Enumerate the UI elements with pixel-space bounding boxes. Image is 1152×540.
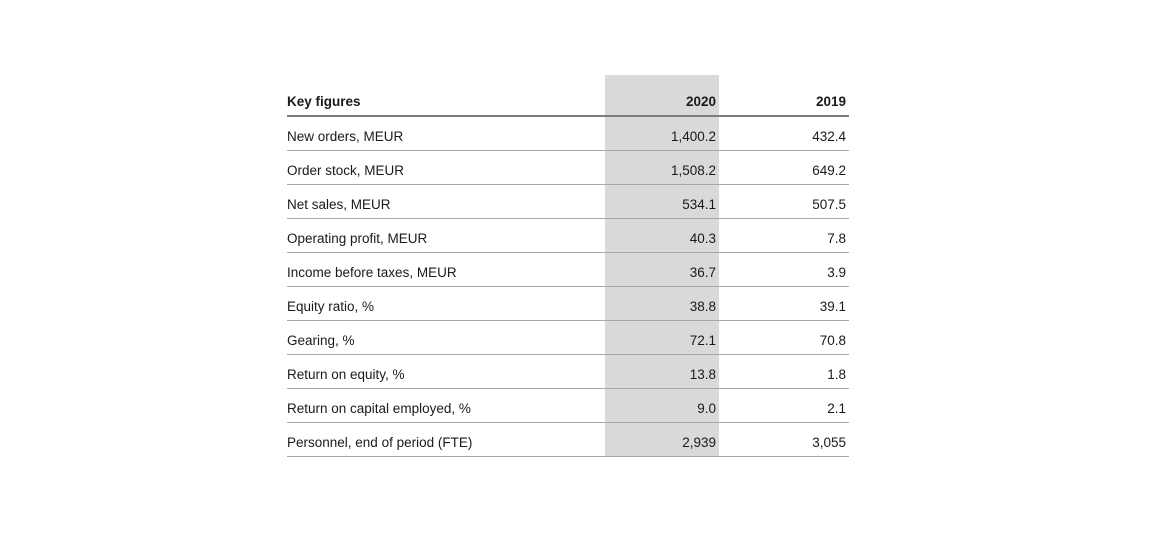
table-row: Order stock, MEUR 1,508.2 649.2	[287, 150, 849, 185]
table-row: Personnel, end of period (FTE) 2,939 3,0…	[287, 422, 849, 457]
value-2019: 7.8	[719, 218, 849, 253]
value-2020: 36.7	[605, 252, 719, 287]
table-row: Equity ratio, % 38.8 39.1	[287, 286, 849, 321]
row-label: Gearing, %	[287, 320, 605, 355]
table-row: Gearing, % 72.1 70.8	[287, 320, 849, 355]
row-label: Income before taxes, MEUR	[287, 252, 605, 287]
table-row: New orders, MEUR 1,400.2 432.4	[287, 116, 849, 151]
value-2020: 13.8	[605, 354, 719, 389]
value-2020: 72.1	[605, 320, 719, 355]
value-2019: 432.4	[719, 116, 849, 151]
value-2019: 39.1	[719, 286, 849, 321]
row-label: Order stock, MEUR	[287, 150, 605, 185]
column-header-2019: 2019	[719, 75, 849, 117]
table-row: Net sales, MEUR 534.1 507.5	[287, 184, 849, 219]
row-label: Return on equity, %	[287, 354, 605, 389]
value-2019: 649.2	[719, 150, 849, 185]
value-2020: 2,939	[605, 422, 719, 457]
value-2019: 507.5	[719, 184, 849, 219]
value-2020: 534.1	[605, 184, 719, 219]
column-header-2020: 2020	[605, 75, 719, 117]
table-row: Return on capital employed, % 9.0 2.1	[287, 388, 849, 423]
value-2019: 3,055	[719, 422, 849, 457]
row-label: Net sales, MEUR	[287, 184, 605, 219]
row-label: Personnel, end of period (FTE)	[287, 422, 605, 457]
value-2019: 3.9	[719, 252, 849, 287]
row-label: Operating profit, MEUR	[287, 218, 605, 253]
value-2020: 1,400.2	[605, 116, 719, 151]
table-row: Income before taxes, MEUR 36.7 3.9	[287, 252, 849, 287]
value-2020: 1,508.2	[605, 150, 719, 185]
row-label: Return on capital employed, %	[287, 388, 605, 423]
value-2019: 70.8	[719, 320, 849, 355]
table-row: Return on equity, % 13.8 1.8	[287, 354, 849, 389]
key-figures-table-container: Key figures 2020 2019 New orders, MEUR 1…	[287, 75, 849, 457]
table-header-row: Key figures 2020 2019	[287, 75, 849, 117]
row-label: Equity ratio, %	[287, 286, 605, 321]
table-title: Key figures	[287, 75, 605, 117]
value-2019: 1.8	[719, 354, 849, 389]
row-label: New orders, MEUR	[287, 116, 605, 151]
value-2020: 38.8	[605, 286, 719, 321]
value-2020: 9.0	[605, 388, 719, 423]
table-row: Operating profit, MEUR 40.3 7.8	[287, 218, 849, 253]
value-2020: 40.3	[605, 218, 719, 253]
value-2019: 2.1	[719, 388, 849, 423]
key-figures-table: Key figures 2020 2019 New orders, MEUR 1…	[287, 75, 849, 457]
